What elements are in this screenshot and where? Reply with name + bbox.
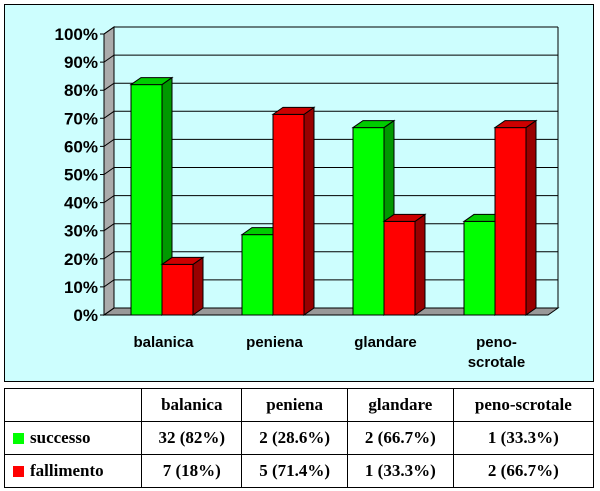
bar-top-fallimento xyxy=(382,213,427,222)
chart-frame: 0% 10% 20% 30% 40% 50% 60% 70% 80% 90% 100% balanic… xyxy=(4,4,594,382)
table-header-glandare: glandare xyxy=(346,388,454,422)
x-category-label: peno- xyxy=(476,334,517,351)
bar-top-fallimento xyxy=(493,120,538,129)
bar-fallimento xyxy=(383,220,416,316)
bar-top-successo xyxy=(351,120,396,129)
y-tick-label: 90% xyxy=(64,53,98,72)
table-cell: 2 (28.6%) xyxy=(241,421,348,455)
y-tick-label: 100% xyxy=(55,25,98,44)
bar-top-fallimento xyxy=(271,106,316,115)
gridline xyxy=(100,110,558,119)
row-label-text: successo xyxy=(30,428,91,447)
gridline xyxy=(100,195,558,204)
gridline xyxy=(100,223,558,232)
y-tick-label: 40% xyxy=(64,194,98,213)
table-cell: 1 (33.3%) xyxy=(346,454,454,488)
bar-side-fallimento xyxy=(192,256,204,316)
row-label-fallimento: fallimento xyxy=(3,454,143,488)
bar-successo xyxy=(352,127,385,316)
row-label-text: fallimento xyxy=(30,461,104,480)
bar-fallimento xyxy=(494,127,527,316)
bar-successo xyxy=(463,220,496,316)
gridline xyxy=(100,82,558,91)
gridline xyxy=(100,54,558,63)
gridline xyxy=(100,279,558,288)
table-row-fallimento: fallimento 7 (18%) 5 (71.4%) 1 (33.3%) 2… xyxy=(3,454,595,488)
row-label-successo: successo xyxy=(3,421,143,455)
bar-chart: 0% 10% 20% 30% 40% 50% 60% 70% 80% 90% 100% balanic… xyxy=(55,25,560,371)
gridline xyxy=(100,26,558,35)
table-cell: 32 (82%) xyxy=(141,421,243,455)
table-cell: 5 (71.4%) xyxy=(241,454,348,488)
legend-swatch-successo xyxy=(13,432,24,444)
y-tick-label: 20% xyxy=(64,250,98,269)
x-category-label: balanica xyxy=(133,334,194,351)
y-tick-label: 60% xyxy=(64,137,98,156)
gridline xyxy=(100,167,558,175)
gridline xyxy=(100,251,558,260)
gridline xyxy=(100,307,558,316)
y-tick-label: 70% xyxy=(64,109,98,128)
bar-successo xyxy=(130,84,163,316)
table-cell: 7 (18%) xyxy=(141,454,243,488)
y-tick-label: 30% xyxy=(64,222,98,241)
gridline xyxy=(100,138,558,147)
table-header-corner xyxy=(3,388,143,422)
table-header-balanica: balanica xyxy=(141,388,243,422)
table-cell: 2 (66.7%) xyxy=(452,454,595,488)
bar-fallimento xyxy=(272,113,305,316)
x-category-label: glandare xyxy=(354,334,417,351)
y-tick-label: 10% xyxy=(64,278,98,297)
bar-side-fallimento xyxy=(525,119,537,316)
y-tick-label: 80% xyxy=(64,81,98,100)
data-table: balanica peniena glandare peno-scrotale … xyxy=(3,388,595,488)
table-cell: 1 (33.3%) xyxy=(452,421,595,455)
table-cell: 2 (66.7%) xyxy=(346,421,454,455)
y-tick-label: 50% xyxy=(64,166,98,185)
legend-swatch-fallimento xyxy=(13,465,24,477)
table-row-successo: successo 32 (82%) 2 (28.6%) 2 (66.7%) 1 … xyxy=(3,421,595,455)
bar-side-fallimento xyxy=(414,213,426,316)
y-tick-label: 0% xyxy=(73,306,98,325)
table-header-peno-scrotale: peno-scrotale xyxy=(452,388,595,422)
bar-side-fallimento xyxy=(303,106,315,316)
table-header-peniena: peniena xyxy=(241,388,348,422)
table-header-row: balanica peniena glandare peno-scrotale xyxy=(3,388,595,422)
x-category-label: scrotale xyxy=(468,354,526,371)
bar-fallimento xyxy=(161,263,194,316)
bar-top-fallimento xyxy=(160,256,205,265)
bar-successo xyxy=(241,234,274,316)
x-category-label: peniena xyxy=(246,334,303,351)
bar-top-successo xyxy=(129,77,174,86)
